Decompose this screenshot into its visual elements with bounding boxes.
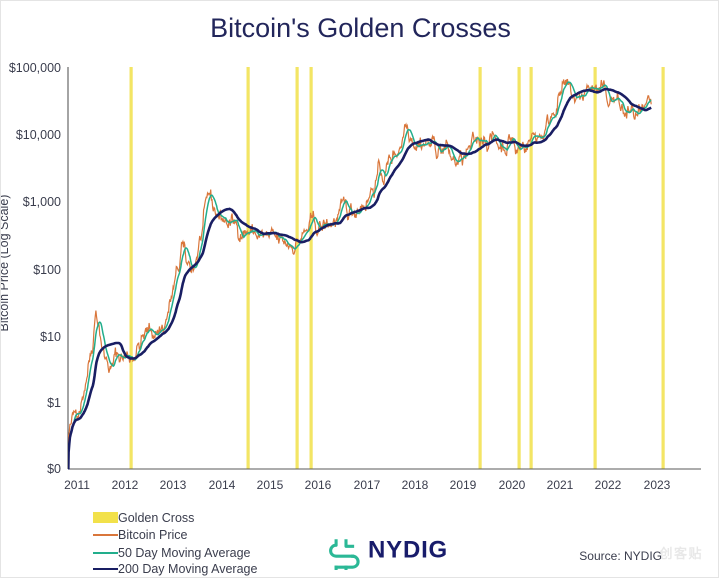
svg-text:NYDIG: NYDIG [368, 537, 448, 564]
